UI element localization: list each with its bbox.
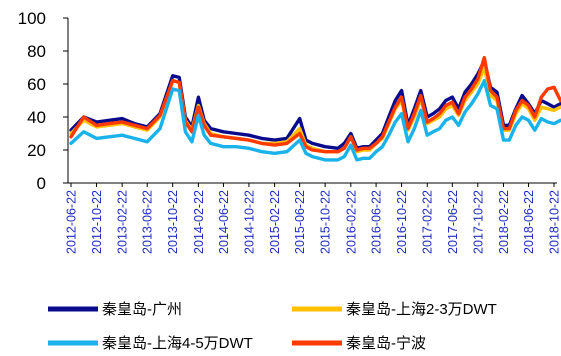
y-tick-label: 20 xyxy=(27,141,46,160)
x-tick-label: 2012-06-22 xyxy=(65,190,79,254)
x-tick-label: 2015-02-22 xyxy=(268,190,282,254)
x-tick-label: 2017-10-22 xyxy=(471,190,485,254)
legend-label-shanghai-45: 秦皇岛-上海4-5万DWT xyxy=(102,335,253,352)
x-tick-label: 2013-02-22 xyxy=(116,190,130,254)
x-tick-label: 2015-06-22 xyxy=(293,190,307,254)
x-axis: 2012-06-22 2012-10-22 2013-02-22 2013-06-22… xyxy=(65,182,561,254)
x-tick-label: 2012-10-22 xyxy=(90,190,104,254)
y-tick-label: 80 xyxy=(27,42,46,61)
legend-item-guangzhou: 秦皇岛-广州 xyxy=(48,301,182,318)
x-tick-label: 2016-10-22 xyxy=(395,190,409,254)
legend-item-shanghai-23: 秦皇岛-上海2-3万DWT xyxy=(292,301,497,318)
y-tick-label: 40 xyxy=(27,108,46,127)
x-tick-label: 2015-10-22 xyxy=(319,190,333,254)
legend-label-shanghai-23: 秦皇岛-上海2-3万DWT xyxy=(346,301,497,318)
x-tick-label: 2017-06-22 xyxy=(446,190,460,254)
legend-label-ningbo: 秦皇岛-宁波 xyxy=(346,335,426,352)
series-lines xyxy=(69,55,561,162)
x-tick-label: 2018-06-22 xyxy=(522,190,536,254)
legend: 秦皇岛-广州 秦皇岛-上海2-3万DWT 秦皇岛-上海4-5万DWT 秦皇岛-宁… xyxy=(48,301,497,352)
x-tick-label: 2016-06-22 xyxy=(370,190,384,254)
series-line-shanghai-45 xyxy=(69,78,561,162)
y-axis: 0 20 40 60 80 100 xyxy=(18,9,69,193)
series-line-ningbo xyxy=(69,55,561,154)
y-tick-label: 100 xyxy=(18,9,46,28)
x-tick-label: 2013-06-22 xyxy=(141,190,155,254)
y-tick-label: 0 xyxy=(37,174,46,193)
legend-item-shanghai-45: 秦皇岛-上海4-5万DWT xyxy=(48,335,253,352)
x-tick-label: 2018-02-22 xyxy=(497,190,511,254)
legend-item-ningbo: 秦皇岛-宁波 xyxy=(292,335,426,352)
x-tick-label: 2014-06-22 xyxy=(217,190,231,254)
legend-label-guangzhou: 秦皇岛-广州 xyxy=(102,301,182,318)
x-tick-label: 2014-02-22 xyxy=(192,190,206,254)
x-tick-label: 2017-02-22 xyxy=(421,190,435,254)
x-tick-label: 2014-10-22 xyxy=(242,190,256,254)
x-tick-label: 2016-02-22 xyxy=(344,190,358,254)
x-tick-label: 2018-10-22 xyxy=(548,190,561,254)
x-tick-label: 2013-10-22 xyxy=(166,190,180,254)
y-tick-label: 60 xyxy=(27,75,46,94)
